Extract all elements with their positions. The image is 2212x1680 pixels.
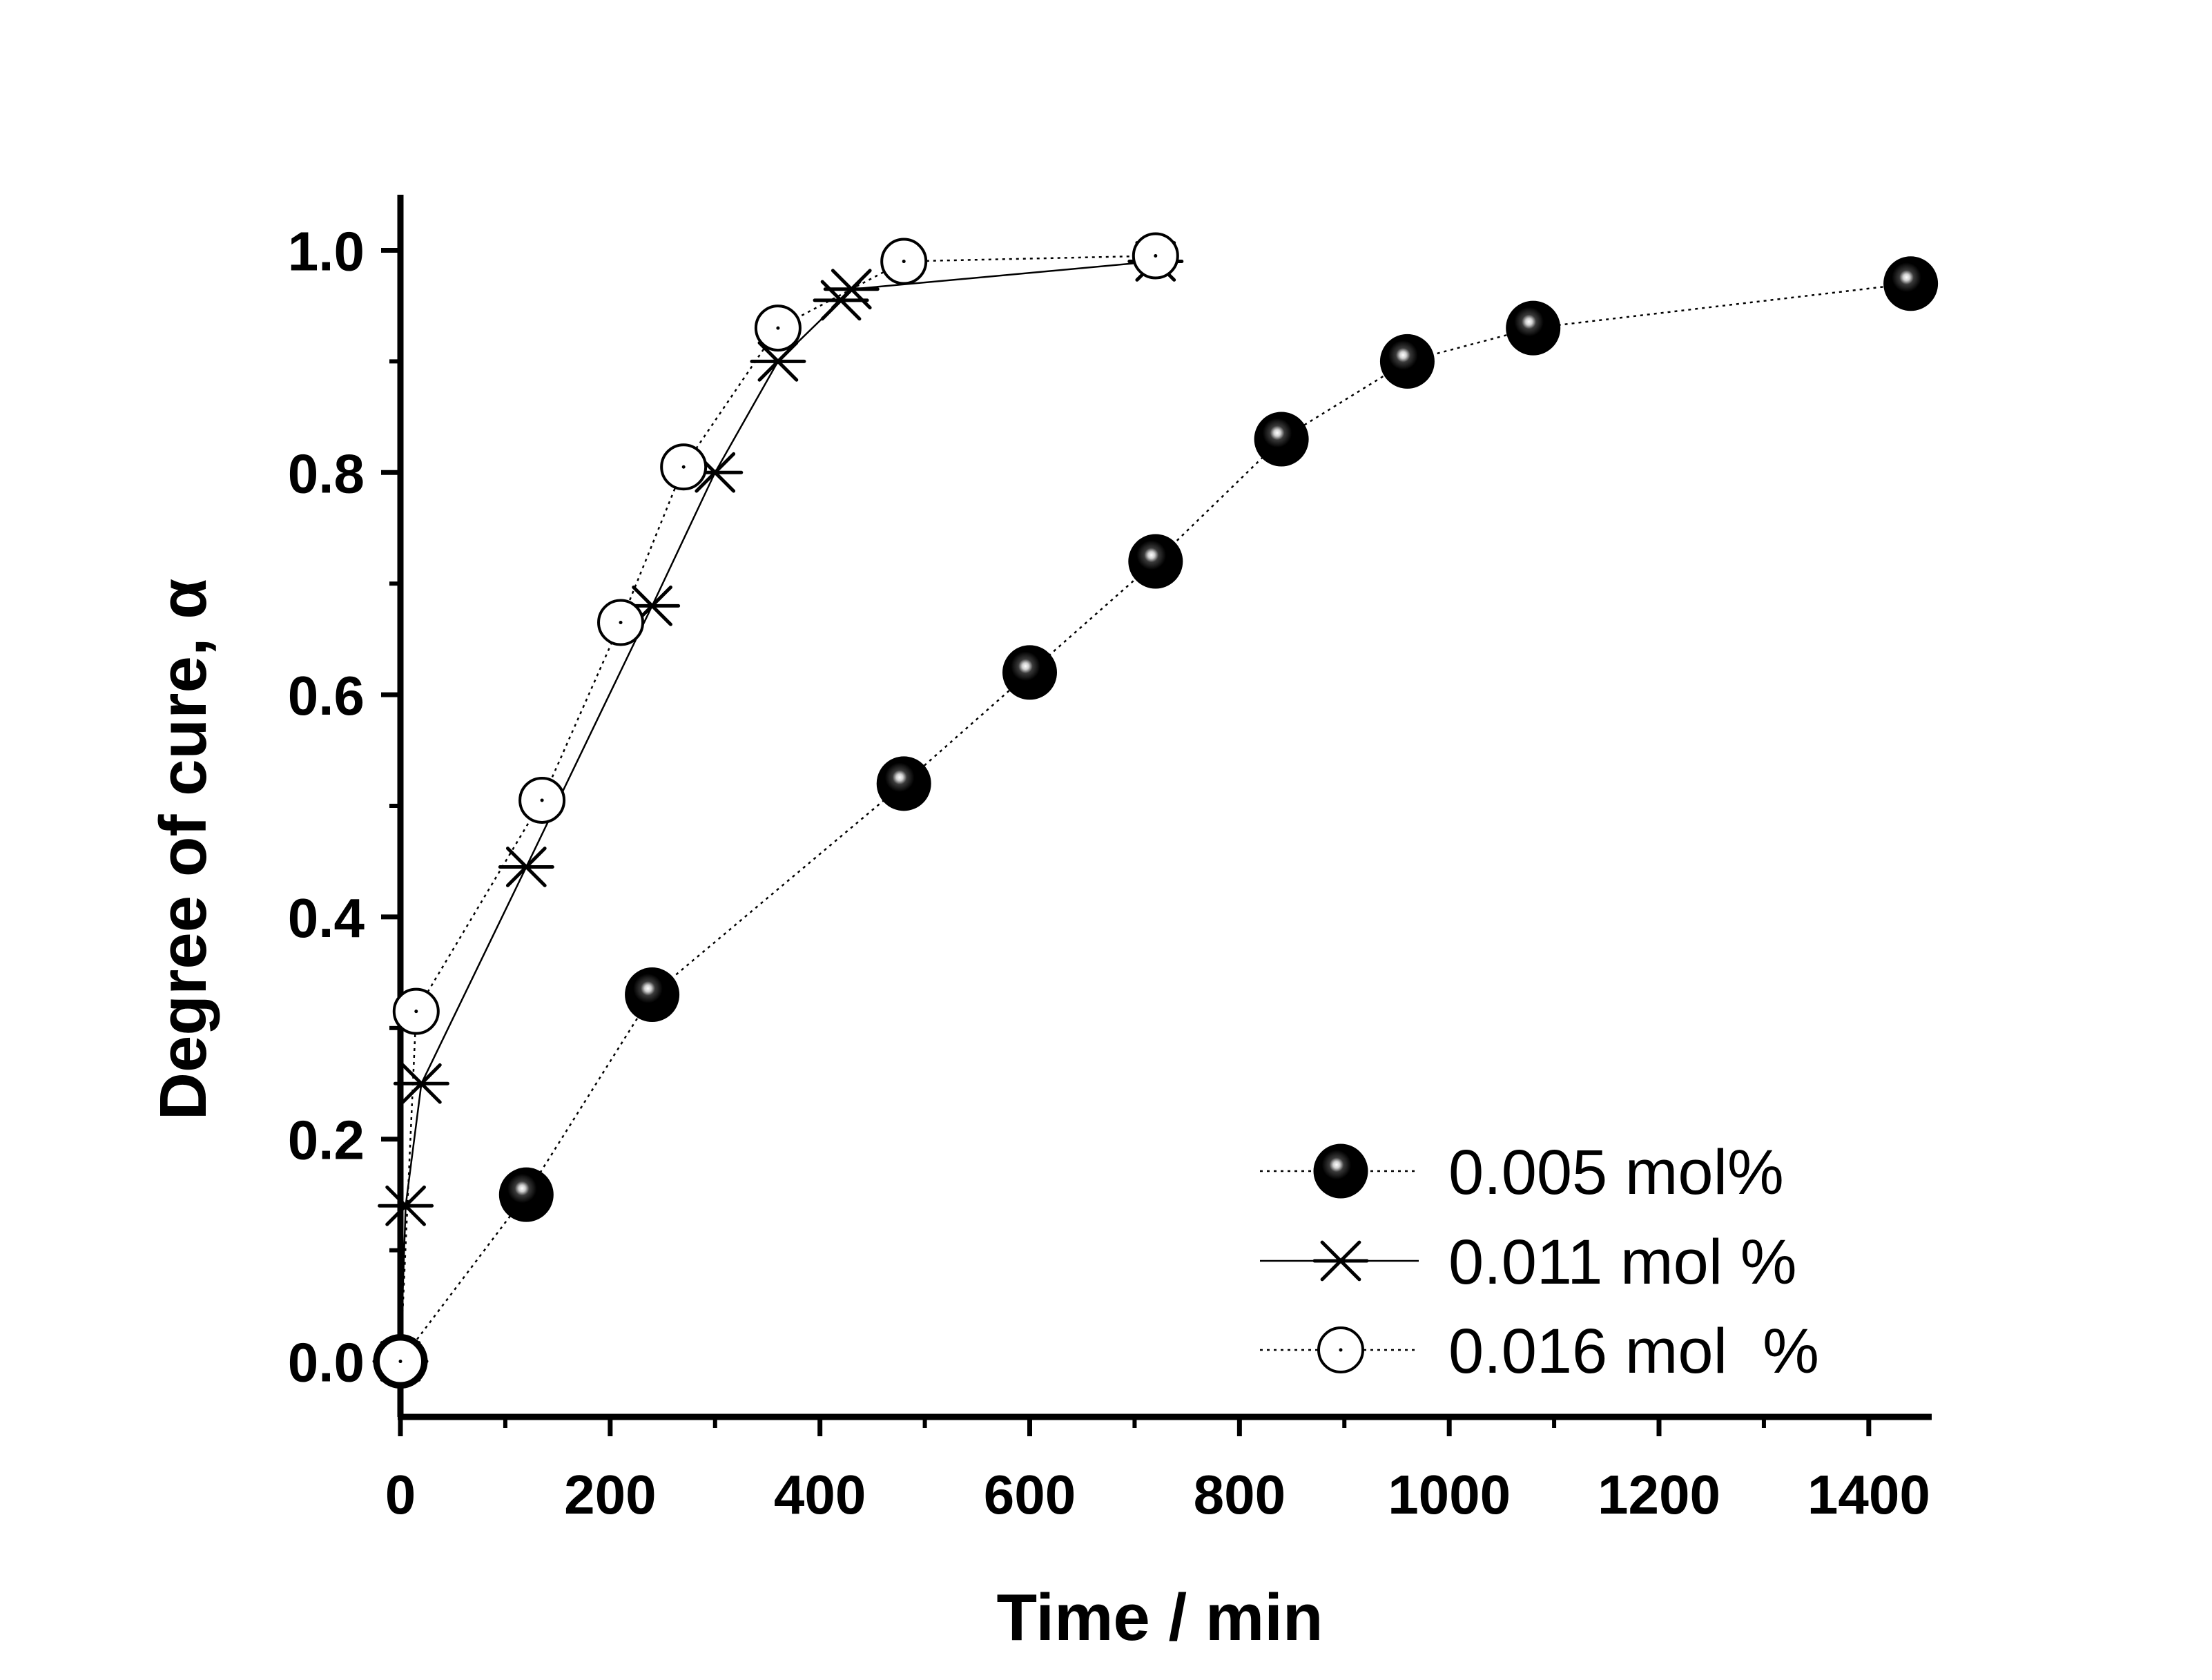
asterisk-stroke bbox=[695, 452, 736, 493]
y-tick-label: 0.2 bbox=[288, 1110, 365, 1171]
marker-dot bbox=[619, 621, 623, 624]
data-point bbox=[750, 340, 806, 382]
data-point bbox=[625, 967, 680, 1023]
asterisk-stroke bbox=[401, 1063, 442, 1104]
data-point bbox=[518, 776, 566, 824]
marker-dot bbox=[398, 1360, 402, 1364]
series-line-1 bbox=[400, 282, 1911, 1362]
x-tick-label: 0 bbox=[385, 1464, 416, 1525]
x-tick-label: 1200 bbox=[1598, 1464, 1720, 1525]
data-point bbox=[378, 1185, 434, 1226]
marker-dot bbox=[681, 465, 686, 469]
asterisk-stroke bbox=[831, 269, 872, 310]
data-point bbox=[1132, 232, 1179, 280]
x-tick-label: 1400 bbox=[1807, 1464, 1930, 1525]
marker-dot bbox=[1339, 1348, 1343, 1352]
data-point bbox=[377, 1338, 424, 1385]
legend-label: 0.005 mol% bbox=[1448, 1137, 1784, 1208]
data-point bbox=[498, 1167, 554, 1222]
data-point bbox=[876, 756, 931, 811]
marker-dot bbox=[540, 798, 544, 802]
data-point bbox=[660, 443, 708, 491]
axes: 0 200 400 600 800 1000 1200 1400 0.0 0.2 0.4 0.6 0.8… bbox=[288, 195, 1932, 1525]
legend-marker bbox=[1312, 1240, 1369, 1282]
y-tick-label: 1.0 bbox=[288, 220, 365, 282]
y-axis-title: Degree of cure, α bbox=[146, 579, 220, 1121]
x-tick-label: 600 bbox=[984, 1464, 1076, 1525]
asterisk-stroke bbox=[505, 847, 547, 887]
legend: 0.005 mol% 0.011 mol % 0.016 mol % bbox=[1260, 1137, 1819, 1387]
data-point bbox=[1254, 412, 1309, 467]
data-point bbox=[1883, 256, 1939, 311]
x-tick-label: 1000 bbox=[1388, 1464, 1511, 1525]
data-point bbox=[1002, 645, 1058, 700]
data-point bbox=[1128, 534, 1183, 589]
marker-dot bbox=[414, 1010, 418, 1014]
asterisk-stroke bbox=[385, 1185, 426, 1226]
marker-dot bbox=[776, 326, 780, 330]
legend-label: 0.016 mol % bbox=[1448, 1316, 1819, 1387]
data-point bbox=[823, 269, 880, 310]
y-tick-label: 0.0 bbox=[288, 1332, 365, 1393]
legend-label: 0.011 mol % bbox=[1448, 1227, 1797, 1297]
legend-marker bbox=[1313, 1143, 1368, 1199]
data-point bbox=[597, 599, 645, 646]
x-tick-label: 800 bbox=[1194, 1464, 1286, 1525]
data-point bbox=[1506, 300, 1561, 356]
data-point bbox=[393, 1063, 449, 1104]
x-tick-label: 400 bbox=[774, 1464, 866, 1525]
series-markers bbox=[372, 232, 1939, 1389]
series-line-3 bbox=[399, 255, 1156, 1362]
asterisk-stroke bbox=[757, 340, 799, 382]
data-point bbox=[1379, 334, 1435, 389]
y-tick-label: 0.8 bbox=[288, 443, 365, 504]
legend-marker bbox=[1317, 1326, 1364, 1373]
x-tick-label: 200 bbox=[564, 1464, 656, 1525]
data-point bbox=[880, 238, 928, 285]
data-point bbox=[754, 305, 802, 352]
marker-dot bbox=[1154, 254, 1158, 258]
data-point bbox=[392, 987, 440, 1035]
asterisk-stroke bbox=[1320, 1240, 1361, 1282]
y-tick-label: 0.4 bbox=[288, 887, 365, 949]
x-axis-title: Time / min bbox=[996, 1581, 1323, 1654]
data-point bbox=[498, 847, 554, 887]
marker-dot bbox=[902, 260, 906, 264]
y-tick-label: 0.6 bbox=[288, 665, 365, 726]
